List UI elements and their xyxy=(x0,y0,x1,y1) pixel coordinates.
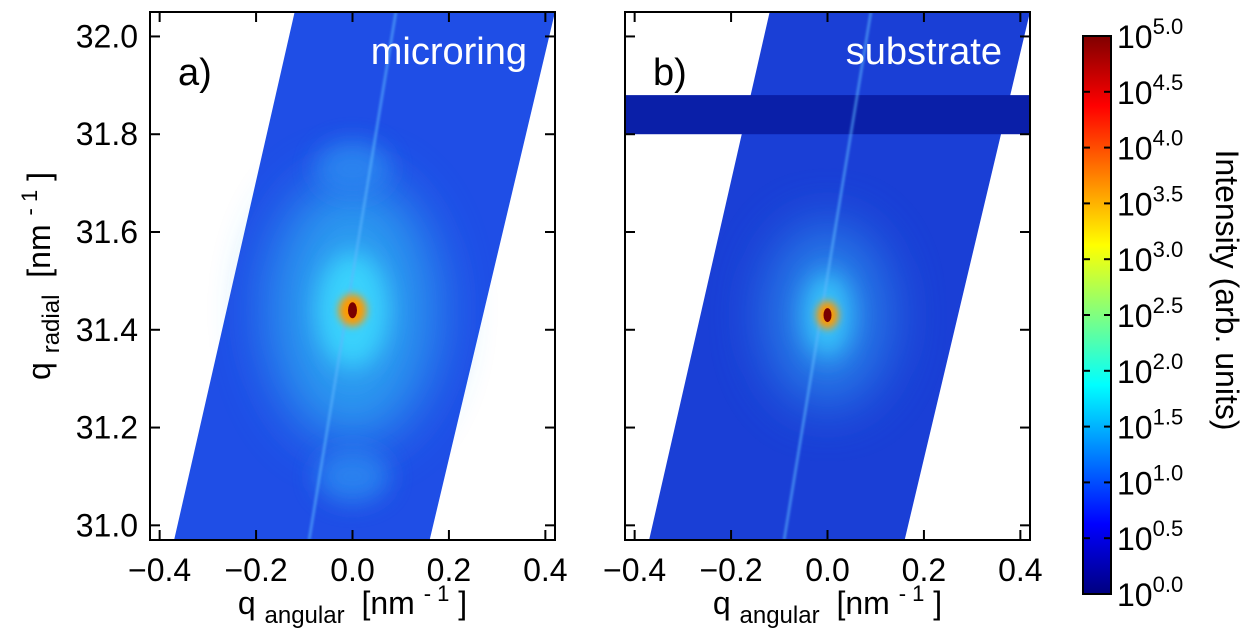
panel-b: −0.4 −0.2 0.0 0.2 0.4 b) substrate q angular… xyxy=(603,11,1043,630)
panel-a-heatmap xyxy=(174,12,555,540)
panel-a-x-axis-label-unit: [nm xyxy=(361,585,414,621)
colorbar-tick-label: 100.0 xyxy=(1117,572,1183,613)
x-tick-label: 0.2 xyxy=(427,552,471,588)
y-tick-label: 32.0 xyxy=(76,18,138,54)
colorbar-tick-label: 102.5 xyxy=(1117,293,1183,334)
panel-b-peak xyxy=(823,308,832,323)
colorbar-ticks: 100.0100.5101.0101.5102.0102.5103.0103.5… xyxy=(1083,14,1183,613)
colorbar-tick-base: 10 xyxy=(1117,131,1153,167)
colorbar-tick-exponent: 4.5 xyxy=(1153,70,1184,95)
x-tick-label: 0.0 xyxy=(805,552,849,588)
panel-a-x-axis-label-q: q xyxy=(238,585,256,621)
colorbar-tick-base: 10 xyxy=(1117,242,1153,278)
panel-a-streak xyxy=(308,12,397,540)
panel-b-title: substrate xyxy=(846,31,1002,73)
colorbar-tick-label: 105.0 xyxy=(1117,14,1183,55)
panel-b-dark-band xyxy=(625,95,1030,135)
panel-b-x-axis-label-sub: angular xyxy=(740,602,820,629)
panel-b-x-axis-label: q angular [nm - 1 ] xyxy=(713,572,942,630)
y-tick-label: 31.4 xyxy=(76,312,138,348)
colorbar-tick-exponent: 2.5 xyxy=(1153,293,1184,318)
colorbar-tick-label: 103.0 xyxy=(1117,237,1183,278)
colorbar-tick-label: 100.5 xyxy=(1117,516,1183,557)
panel-a-x-axis-label-close: ] xyxy=(458,585,467,621)
colorbar-tick-label: 104.5 xyxy=(1117,70,1183,111)
y-axis-label-unit: [nm xyxy=(21,224,57,277)
y-tick-label: 31.2 xyxy=(76,410,138,446)
colorbar-tick-base: 10 xyxy=(1117,19,1153,55)
panel-b-x-ticks: −0.4 −0.2 0.0 0.2 0.4 xyxy=(603,12,1043,588)
colorbar-tick-label: 104.0 xyxy=(1117,126,1183,167)
y-tick-label: 31.0 xyxy=(76,507,138,543)
panel-b-x-axis-label-exp: - 1 xyxy=(899,581,925,606)
colorbar-tick-base: 10 xyxy=(1117,521,1153,557)
x-tick-label: 0.4 xyxy=(998,552,1042,588)
y-tick-label: 31.8 xyxy=(76,116,138,152)
colorbar-label: Intensity (arb. units) xyxy=(1209,150,1245,431)
y-axis-label-exp: - 1 xyxy=(17,190,42,216)
panel-b-streak xyxy=(783,12,872,540)
colorbar-tick-exponent: 4.0 xyxy=(1153,126,1184,151)
colorbar-tick-exponent: 3.0 xyxy=(1153,237,1184,262)
x-tick-label: −0.4 xyxy=(128,552,191,588)
panel-a: −0.4 −0.2 0.0 0.2 0.4 31.0 31.2 31.4 31.6 31.8 32… xyxy=(8,11,568,630)
colorbar-tick-label: 102.0 xyxy=(1117,349,1183,390)
panel-a-peak xyxy=(348,302,357,319)
panel-b-x-axis-label-close: ] xyxy=(933,585,942,621)
panel-b-x-axis-label-unit: [nm xyxy=(836,585,889,621)
panel-b-heatmap xyxy=(625,12,1030,540)
x-tick-label: 0.0 xyxy=(330,552,374,588)
panel-a-title: microring xyxy=(371,31,527,73)
colorbar-tick-base: 10 xyxy=(1117,354,1153,390)
y-axis-label-close: ] xyxy=(21,172,57,181)
x-tick-label: −0.2 xyxy=(224,552,287,588)
colorbar-tick-base: 10 xyxy=(1117,75,1153,111)
colorbar-tick-exponent: 5.0 xyxy=(1153,14,1184,39)
colorbar-tick-base: 10 xyxy=(1117,186,1153,222)
colorbar-tick-base: 10 xyxy=(1117,410,1153,446)
panel-a-satellite-lower xyxy=(316,450,389,503)
y-axis-label-sub: radial xyxy=(38,295,65,354)
y-axis-label: q radial [nm - 1 ] xyxy=(8,172,66,380)
colorbar-tick-exponent: 1.0 xyxy=(1153,460,1184,485)
panel-b-label: b) xyxy=(653,52,687,94)
colorbar-tick-base: 10 xyxy=(1117,298,1153,334)
colorbar-tick-base: 10 xyxy=(1117,465,1153,501)
y-tick-label: 31.6 xyxy=(76,214,138,250)
colorbar-tick-base: 10 xyxy=(1117,577,1153,613)
panel-a-label: a) xyxy=(178,52,212,94)
colorbar-tick-label: 101.0 xyxy=(1117,460,1183,501)
panel-a-x-axis-label-sub: angular xyxy=(265,602,345,629)
colorbar-tick-label: 103.5 xyxy=(1117,181,1183,222)
panel-b-x-axis-label-q: q xyxy=(713,585,731,621)
panel-b-y-ticks xyxy=(625,35,1030,527)
colorbar-tick-exponent: 3.5 xyxy=(1153,181,1184,206)
x-tick-label: 0.2 xyxy=(902,552,946,588)
colorbar-tick-exponent: 0.0 xyxy=(1153,572,1184,597)
colorbar-tick-label: 101.5 xyxy=(1117,405,1183,446)
x-tick-label: −0.4 xyxy=(603,552,666,588)
x-tick-label: −0.2 xyxy=(699,552,762,588)
panel-a-y-ticks: 31.0 31.2 31.4 31.6 31.8 32.0 xyxy=(76,18,555,543)
panel-a-x-ticks: −0.4 −0.2 0.0 0.2 0.4 xyxy=(128,12,568,588)
x-tick-label: 0.4 xyxy=(523,552,567,588)
panel-a-x-axis-label: q angular [nm - 1 ] xyxy=(238,572,467,630)
panel-a-satellite-upper xyxy=(316,142,389,195)
colorbar-tick-exponent: 2.0 xyxy=(1153,349,1184,374)
y-axis-label-q: q xyxy=(21,362,57,380)
colorbar: 100.0100.5101.0101.5102.0102.5103.0103.5… xyxy=(1082,14,1245,613)
colorbar-tick-exponent: 1.5 xyxy=(1153,405,1184,430)
colorbar-tick-exponent: 0.5 xyxy=(1153,516,1184,541)
panel-a-x-axis-label-exp: - 1 xyxy=(424,581,450,606)
